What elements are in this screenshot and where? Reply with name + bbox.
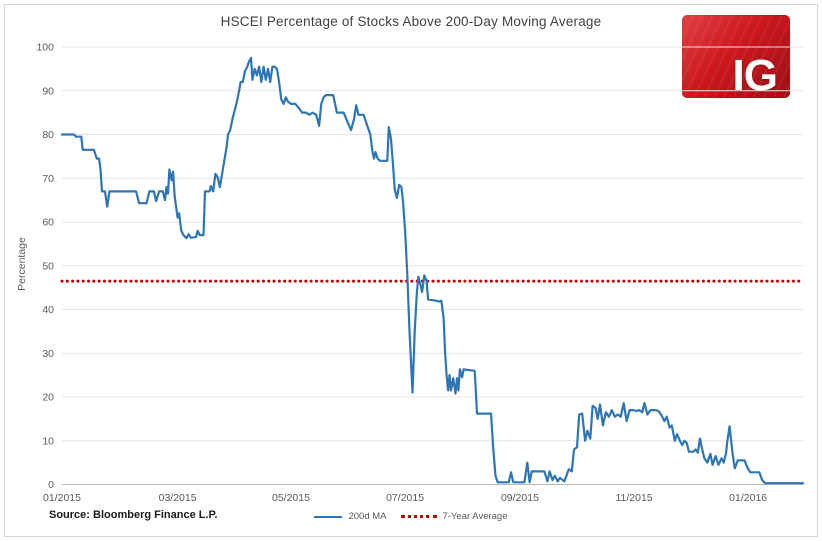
legend-dotted-swatch (400, 515, 437, 518)
ig-logo-text: IG (732, 51, 778, 100)
legend-item-7-year-average: 7-Year Average (400, 511, 508, 522)
source-note: Source: Bloomberg Finance L.P. (49, 509, 218, 521)
y-axis-title: Percentage (16, 237, 28, 291)
svg-text:70: 70 (42, 173, 54, 185)
legend-item-200d-ma: 200d MA (314, 511, 387, 522)
svg-text:03/2015: 03/2015 (159, 492, 197, 504)
svg-text:01/2016: 01/2016 (729, 492, 767, 504)
svg-text:10: 10 (42, 435, 54, 447)
svg-text:0: 0 (48, 479, 54, 491)
chart-title: HSCEI Percentage of Stocks Above 200-Day… (220, 14, 602, 29)
svg-text:40: 40 (42, 304, 54, 316)
svg-text:60: 60 (42, 217, 54, 229)
svg-text:80: 80 (42, 129, 54, 141)
legend-label-200d-ma: 200d MA (348, 511, 387, 522)
legend-label-7-year-average: 7-Year Average (442, 511, 508, 522)
svg-text:20: 20 (42, 392, 54, 404)
svg-text:50: 50 (42, 260, 54, 272)
ig-logo: IG (682, 15, 790, 98)
svg-text:01/2015: 01/2015 (43, 492, 81, 504)
svg-text:11/2015: 11/2015 (615, 492, 652, 504)
svg-text:30: 30 (42, 348, 54, 360)
chart-legend: 200d MA 7-Year Average (0, 511, 822, 522)
svg-text:09/2015: 09/2015 (501, 492, 539, 504)
svg-text:100: 100 (36, 42, 54, 54)
svg-text:05/2015: 05/2015 (272, 492, 310, 504)
svg-text:07/2015: 07/2015 (386, 492, 424, 504)
legend-line-swatch (314, 515, 343, 518)
svg-text:90: 90 (42, 85, 54, 97)
